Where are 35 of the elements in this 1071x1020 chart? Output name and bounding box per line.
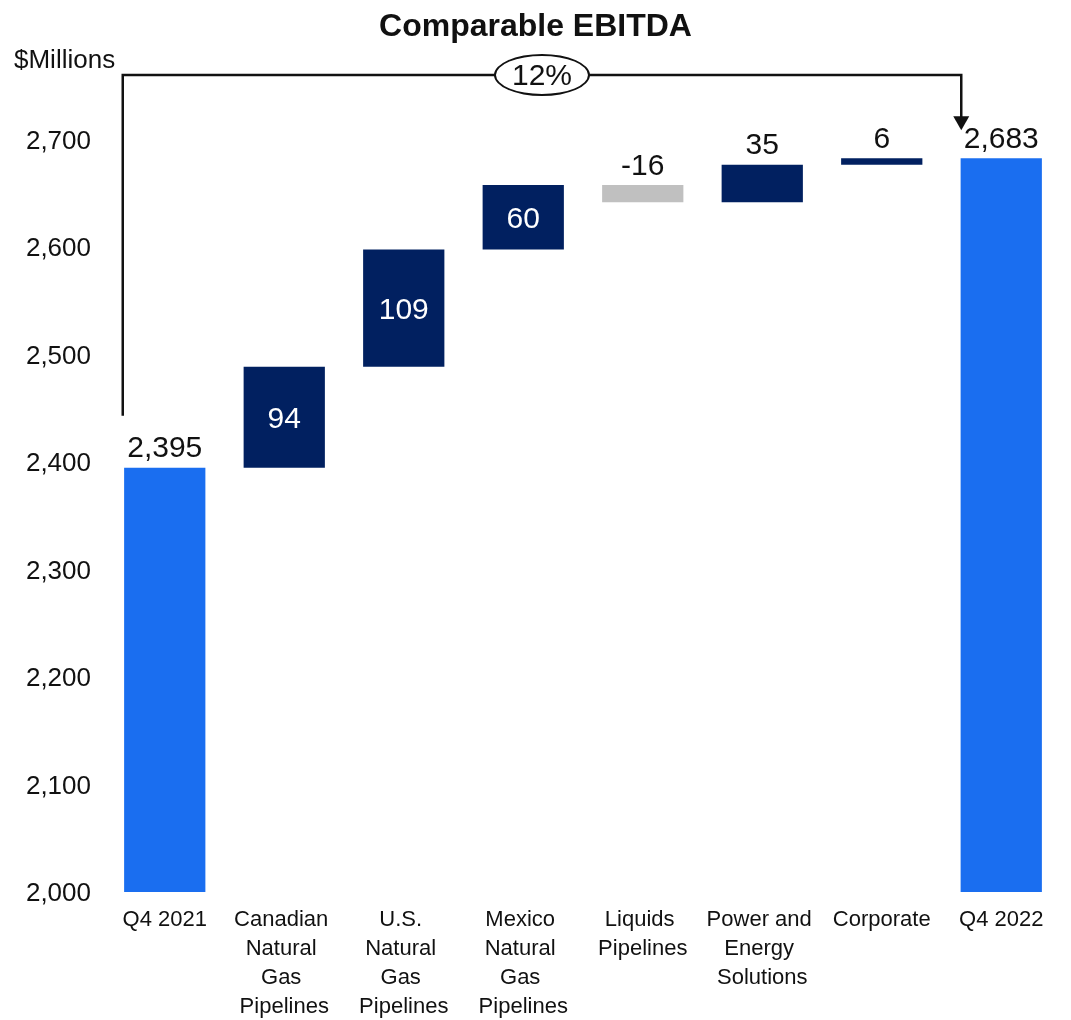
bar [602, 185, 684, 203]
bar [243, 366, 325, 468]
y-tick-label: 2,700 [25, 125, 91, 155]
y-axis-title: $Millions [14, 44, 116, 75]
data-label: 6 [873, 120, 891, 154]
bar [721, 164, 803, 203]
bar [363, 249, 445, 367]
data-label: 35 [745, 127, 779, 161]
bar [482, 185, 564, 250]
data-label: -16 [621, 147, 665, 181]
data-label: 2,395 [127, 430, 203, 464]
chart-title: Comparable EBITDA [379, 7, 692, 43]
y-tick-label: 2,500 [25, 339, 91, 370]
ellipse-outline: 12% [494, 54, 590, 96]
x-tick-label: Corporate [832, 906, 931, 931]
y-tick-label: 2,300 [25, 554, 91, 585]
y-tick-label: 2,200 [25, 662, 91, 693]
bar [960, 158, 1042, 892]
y-tick-label: 2,100 [25, 769, 91, 800]
data-label: 94 [267, 400, 301, 434]
x-tick-label: Q4 2022 [959, 906, 1044, 931]
data-label: 109 [378, 291, 429, 325]
bar [841, 158, 923, 165]
data-label: 60 [506, 200, 540, 234]
y-tick-label: 2,600 [25, 232, 91, 263]
x-tick-label: Q4 2021 [122, 906, 207, 931]
y-tick-label: 2,400 [25, 447, 91, 478]
x-tick-label: Liquids Pipelines [598, 906, 688, 960]
x-tick-label: Mexico Natural Gas Pipelines [478, 906, 568, 1018]
y-tick-label: 2,000 [25, 877, 91, 907]
x-tick-label: U.S. Natural Gas Pipelines [359, 906, 449, 1018]
data-label: 2,683 [963, 120, 1039, 154]
x-tick-label: Power and Energy Solutions [706, 906, 818, 989]
x-tick-label: Canadian Natural Gas Pipelines [234, 906, 335, 1018]
bar [124, 467, 206, 892]
